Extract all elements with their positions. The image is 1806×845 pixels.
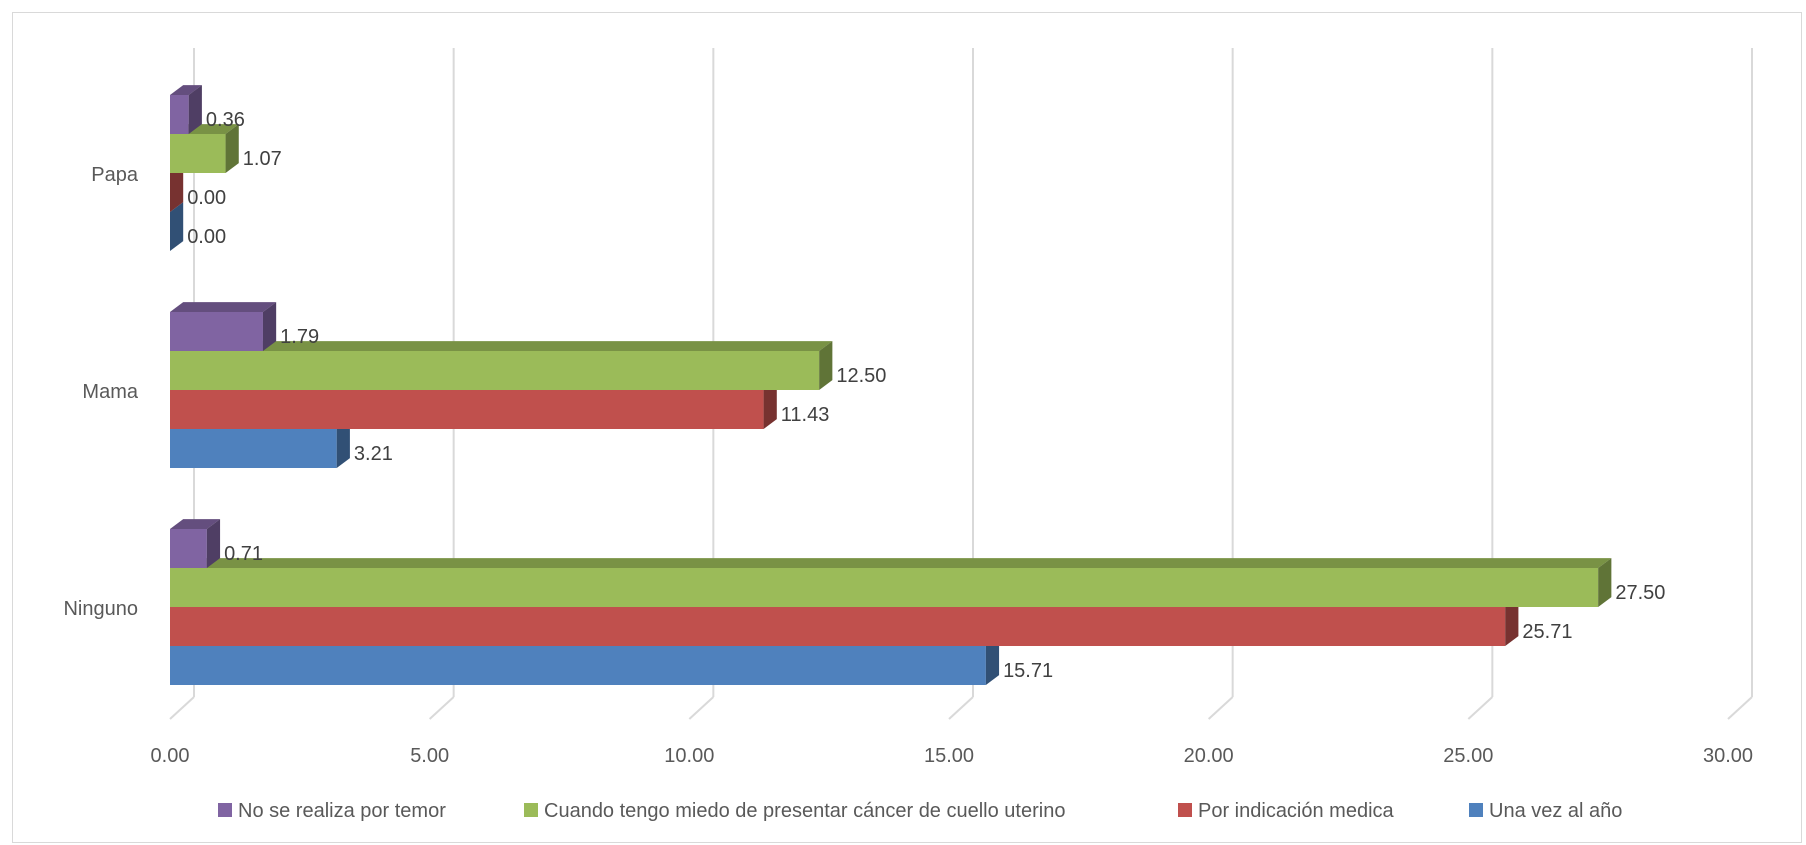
bar: [170, 568, 1599, 607]
gridline-floor: [428, 696, 455, 720]
x-tick-label: 5.00: [410, 745, 449, 767]
bar: [170, 646, 986, 685]
bar-top-face: [170, 519, 221, 529]
bar-side-face: [206, 519, 221, 568]
legend-item: Una vez al año: [1469, 800, 1622, 822]
data-label: 1.79: [280, 326, 319, 348]
legend: No se realiza por temor Cuando tengo mied…: [218, 800, 1622, 822]
x-tick-label: 30.00: [1703, 745, 1753, 767]
bar-side-face: [985, 636, 1000, 685]
data-label: 11.43: [781, 404, 830, 426]
data-label: 0.36: [206, 109, 245, 131]
category-label: Ninguno: [63, 598, 138, 620]
bar: [170, 95, 189, 134]
bar-side-face: [188, 85, 202, 134]
data-label: 0.71: [224, 543, 263, 565]
x-tick-label: 0.00: [151, 745, 190, 767]
gridline-floor: [688, 696, 715, 720]
data-label: 27.50: [1615, 582, 1665, 604]
bar-side-face: [170, 202, 184, 251]
bar-side-face: [763, 380, 777, 429]
x-tick-label: 10.00: [664, 745, 714, 767]
data-labels: 15.71 25.71 27.50 0.71 3.21 11.43 12.50 1.79 0.0…: [187, 109, 1665, 682]
bar-top-face: [170, 558, 1612, 568]
bar-side-face: [1598, 558, 1612, 607]
bar: [170, 529, 207, 568]
legend-label: No se realiza por temor: [238, 800, 446, 822]
bar-top-face: [170, 85, 202, 95]
x-tick-label: 15.00: [924, 745, 974, 767]
bar-top-face: [170, 302, 277, 312]
bar-top-face: [170, 341, 833, 351]
data-label: 0.00: [187, 187, 226, 209]
data-label: 1.07: [243, 148, 282, 170]
bar-side-face: [170, 163, 184, 212]
data-label: 3.21: [354, 443, 393, 465]
bar: [170, 312, 263, 351]
bar-side-face: [336, 419, 350, 468]
legend-item: No se realiza por temor: [218, 800, 446, 822]
data-label: 15.71: [1003, 660, 1053, 682]
x-tick-label: 25.00: [1443, 745, 1493, 767]
bar-side-face: [262, 302, 277, 351]
value-axis: 0.00 5.00 10.00 15.00 20.00 25.00 30.00: [151, 745, 1754, 767]
bar: [170, 134, 226, 173]
legend-swatch: [1178, 803, 1192, 817]
bar: [170, 607, 1506, 646]
gridline-floor: [1207, 696, 1234, 720]
category-axis: Ninguno Mama Papa: [63, 164, 138, 620]
gridline-floor: [1467, 696, 1494, 720]
legend-swatch: [218, 803, 232, 817]
data-label: 0.00: [187, 226, 226, 248]
legend-item: Cuando tengo miedo de presentar cáncer d…: [524, 800, 1065, 822]
bars: [170, 85, 1612, 685]
bar-side-face: [1505, 597, 1519, 646]
bar: [170, 429, 337, 468]
legend-swatch: [524, 803, 538, 817]
legend-label: Una vez al año: [1489, 800, 1622, 822]
gridline-floor: [169, 696, 195, 720]
legend-label: Por indicación medica: [1198, 800, 1395, 822]
category-label: Papa: [91, 164, 139, 186]
bar-side-face: [225, 124, 239, 173]
x-tick-label: 20.00: [1184, 745, 1234, 767]
data-label: 12.50: [836, 365, 886, 387]
bar-side-face: [819, 341, 833, 390]
gridline-floor: [948, 696, 974, 720]
legend-item: Por indicación medica: [1178, 800, 1395, 822]
gridline-floor: [1727, 696, 1753, 720]
category-label: Mama: [82, 381, 138, 403]
bar: [170, 390, 764, 429]
bar: [170, 351, 820, 390]
data-label: 25.71: [1522, 621, 1572, 643]
legend-swatch: [1469, 803, 1483, 817]
legend-label: Cuando tengo miedo de presentar cáncer d…: [544, 800, 1065, 822]
